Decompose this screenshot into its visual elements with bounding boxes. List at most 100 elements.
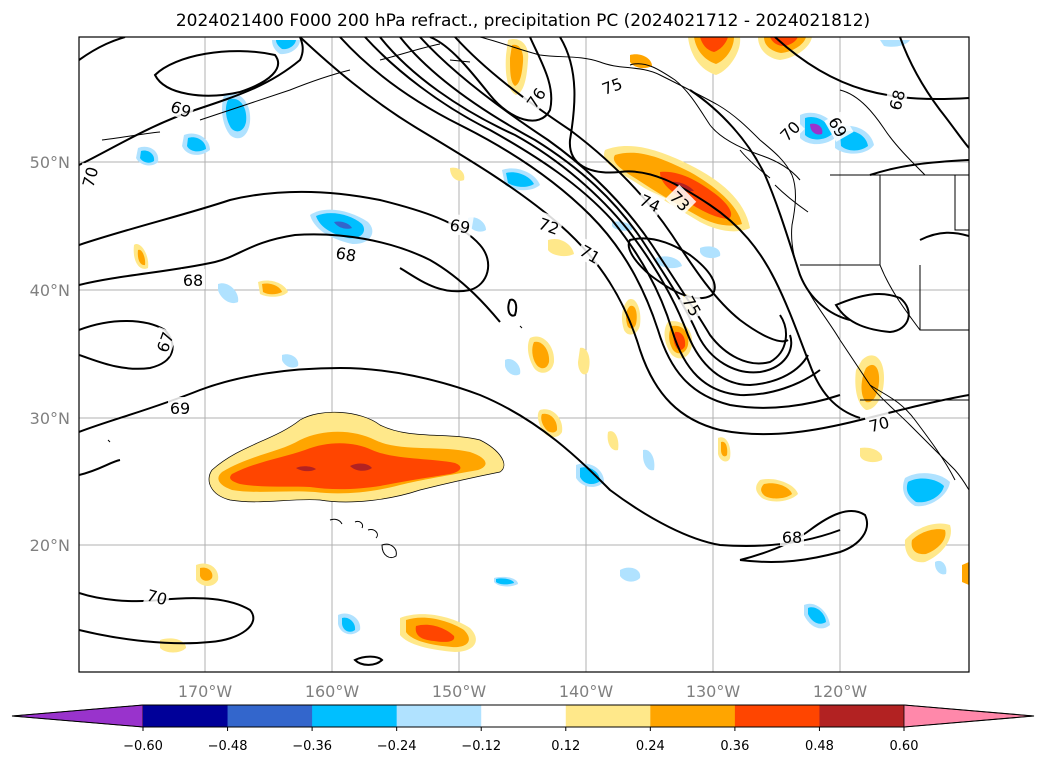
contour-label-background	[678, 290, 708, 321]
contour-label-background	[596, 71, 627, 99]
precip-negative-area	[505, 359, 521, 376]
contour-label: 68	[886, 88, 910, 113]
precip-negative-area	[840, 130, 868, 151]
contour-label-background	[446, 213, 474, 237]
contour-label-background	[773, 114, 805, 146]
latitude-tick-label: 40°N	[30, 281, 70, 300]
precipitation-shading	[133, 37, 969, 653]
precip-negative-area	[496, 578, 514, 585]
precip-negative-area	[808, 607, 826, 624]
precip-negative-area	[935, 560, 947, 575]
colorbar-tick-label: 0.48	[805, 739, 834, 754]
contour-label: 69	[448, 215, 471, 237]
axis-tick-labels: 170°W 160°W 150°W 140°W 130°W 120°W 50°N 40°N 30…	[30, 153, 868, 701]
precip-negative-area	[187, 137, 206, 152]
contour-label: 70	[79, 165, 103, 190]
colorbar-segment	[819, 705, 905, 727]
colorbar-extend-high	[903, 704, 1035, 728]
coastlines	[101, 37, 969, 559]
contour-label-background	[181, 269, 205, 289]
precip-positive-area	[541, 413, 558, 433]
contour-label-background	[635, 187, 666, 217]
contour-label-background	[520, 81, 551, 113]
contour-label-background	[166, 94, 197, 122]
precip-negative-area	[276, 40, 296, 50]
precip-positive-area	[861, 364, 880, 403]
contour-label-background	[79, 162, 102, 191]
contour-label-background	[780, 526, 804, 546]
precip-positive-area	[230, 443, 461, 490]
precip-negative-area	[700, 246, 721, 259]
contour-label: 70	[867, 413, 892, 437]
precip-negative-area	[225, 98, 247, 132]
contour-label: 68	[334, 243, 357, 265]
precip-positive-area	[721, 441, 728, 457]
contour-label-background	[143, 583, 172, 609]
colorbar-tick-label: 0.24	[636, 739, 665, 754]
precip-positive-area	[200, 567, 213, 581]
colorbar-tick-label: −0.12	[461, 739, 501, 754]
colorbar-segment	[312, 705, 398, 727]
precip-negative-area	[643, 449, 655, 471]
precip-positive-area	[415, 624, 455, 642]
precip-positive-area	[761, 483, 792, 499]
colorbar-segment	[227, 705, 313, 727]
precip-positive-area	[532, 341, 550, 369]
colorbar-segment	[734, 705, 820, 727]
contour-label: 69	[170, 399, 190, 418]
contour-label-background	[883, 85, 909, 114]
colorbar-tick-label: −0.36	[292, 739, 332, 754]
map-title: 2024021400 F000 200 hPa refract., precip…	[176, 11, 870, 31]
precip-negative-area	[282, 354, 299, 368]
longitude-tick-label: 150°W	[432, 682, 487, 701]
precip-negative-area	[334, 221, 352, 229]
precip-positive-area	[137, 249, 146, 266]
precip-positive-area	[962, 562, 969, 585]
colorbar-segment	[650, 705, 736, 727]
colorbar-tick-label: −0.60	[123, 739, 163, 754]
colorbar-tick-label: 0.36	[720, 739, 749, 754]
precip-positive-area	[548, 238, 574, 257]
precip-positive-area	[626, 305, 637, 329]
colorbar-tick-label: 0.12	[551, 739, 580, 754]
precip-positive-area	[262, 283, 282, 295]
contour-label: 70	[145, 586, 170, 610]
precip-positive-area	[510, 44, 524, 86]
contour-label-background	[575, 238, 606, 268]
precip-negative-area	[506, 172, 534, 187]
colorbar-segment	[396, 705, 482, 727]
precip-positive-area	[607, 431, 619, 451]
contour-label: 68	[183, 271, 203, 290]
latitude-tick-label: 20°N	[30, 536, 70, 555]
contour-label-background	[168, 397, 192, 417]
precip-positive-area	[296, 463, 372, 472]
precip-positive-area	[672, 181, 694, 192]
precip-negative-area	[810, 123, 823, 135]
colorbar-segment	[481, 705, 567, 727]
precip-negative-area	[218, 283, 239, 304]
precip-positive-area	[911, 529, 946, 555]
contour-label: 68	[782, 528, 802, 547]
contour-label-background	[864, 410, 893, 436]
latitude-tick-label: 30°N	[30, 409, 70, 428]
colorbar-segment	[565, 705, 651, 727]
contour-label-background	[665, 184, 697, 216]
precip-negative-area	[342, 617, 356, 632]
precip-positive-area	[700, 37, 728, 52]
latitude-tick-label: 50°N	[30, 153, 70, 172]
longitude-tick-label: 140°W	[559, 682, 614, 701]
contour-label-background	[150, 326, 178, 357]
precip-negative-area	[620, 567, 641, 582]
contour-label-background	[534, 211, 565, 239]
colorbar-tick-label: 0.60	[890, 739, 919, 754]
precip-outline	[208, 411, 505, 503]
colorbar-segment	[143, 705, 229, 727]
colorbar-tick-label: −0.48	[208, 739, 248, 754]
colorbar-tick-labels: −0.60 −0.48 −0.36 −0.24 −0.12 0.12 0.24 0.36 0.4…	[123, 727, 918, 754]
contour-label-background	[824, 111, 854, 142]
precip-positive-area	[860, 447, 883, 463]
colorbar: −0.60 −0.48 −0.36 −0.24 −0.12 0.12 0.24 0.36 0.4…	[11, 704, 1035, 754]
colorbar-extend-low	[11, 704, 144, 728]
contour-label-background	[332, 241, 360, 265]
